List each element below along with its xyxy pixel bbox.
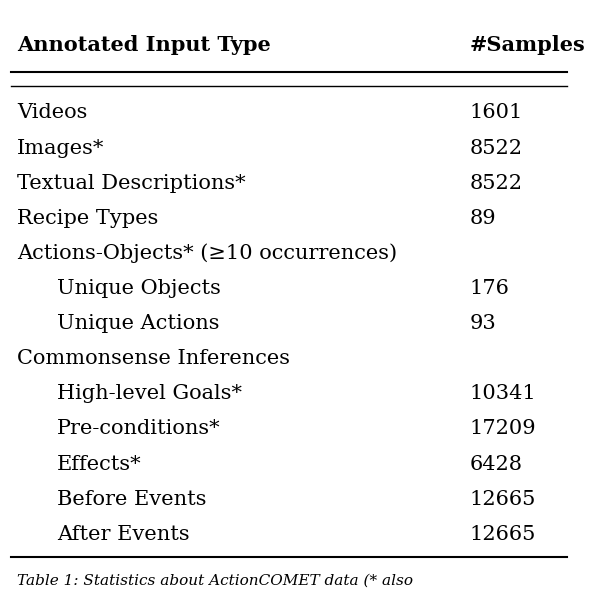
Text: Textual Descriptions*: Textual Descriptions*: [17, 173, 246, 193]
Text: 89: 89: [469, 209, 496, 228]
Text: 8522: 8522: [469, 173, 522, 193]
Text: Actions-Objects* (≥10 occurrences): Actions-Objects* (≥10 occurrences): [17, 244, 397, 263]
Text: 1601: 1601: [469, 103, 523, 122]
Text: Unique Objects: Unique Objects: [57, 279, 221, 298]
Text: Effects*: Effects*: [57, 455, 142, 474]
Text: After Events: After Events: [57, 525, 190, 544]
Text: 12665: 12665: [469, 490, 536, 509]
Text: Recipe Types: Recipe Types: [17, 209, 159, 228]
Text: Unique Actions: Unique Actions: [57, 314, 220, 333]
Text: Before Events: Before Events: [57, 490, 207, 509]
Text: High-level Goals*: High-level Goals*: [57, 384, 242, 403]
Text: Pre-conditions*: Pre-conditions*: [57, 420, 221, 439]
Text: Annotated Input Type: Annotated Input Type: [17, 35, 271, 55]
Text: Videos: Videos: [17, 103, 88, 122]
Text: Images*: Images*: [17, 138, 104, 157]
Text: 10341: 10341: [469, 384, 536, 403]
Text: 6428: 6428: [469, 455, 522, 474]
Text: 17209: 17209: [469, 420, 536, 439]
Text: 93: 93: [469, 314, 496, 333]
Text: 12665: 12665: [469, 525, 536, 544]
Text: Table 1: Statistics about ActionCOMET data (* also: Table 1: Statistics about ActionCOMET da…: [17, 574, 413, 588]
Text: 176: 176: [469, 279, 509, 298]
Text: 8522: 8522: [469, 138, 522, 157]
Text: #Samples: #Samples: [469, 35, 585, 55]
Text: Commonsense Inferences: Commonsense Inferences: [17, 349, 290, 368]
